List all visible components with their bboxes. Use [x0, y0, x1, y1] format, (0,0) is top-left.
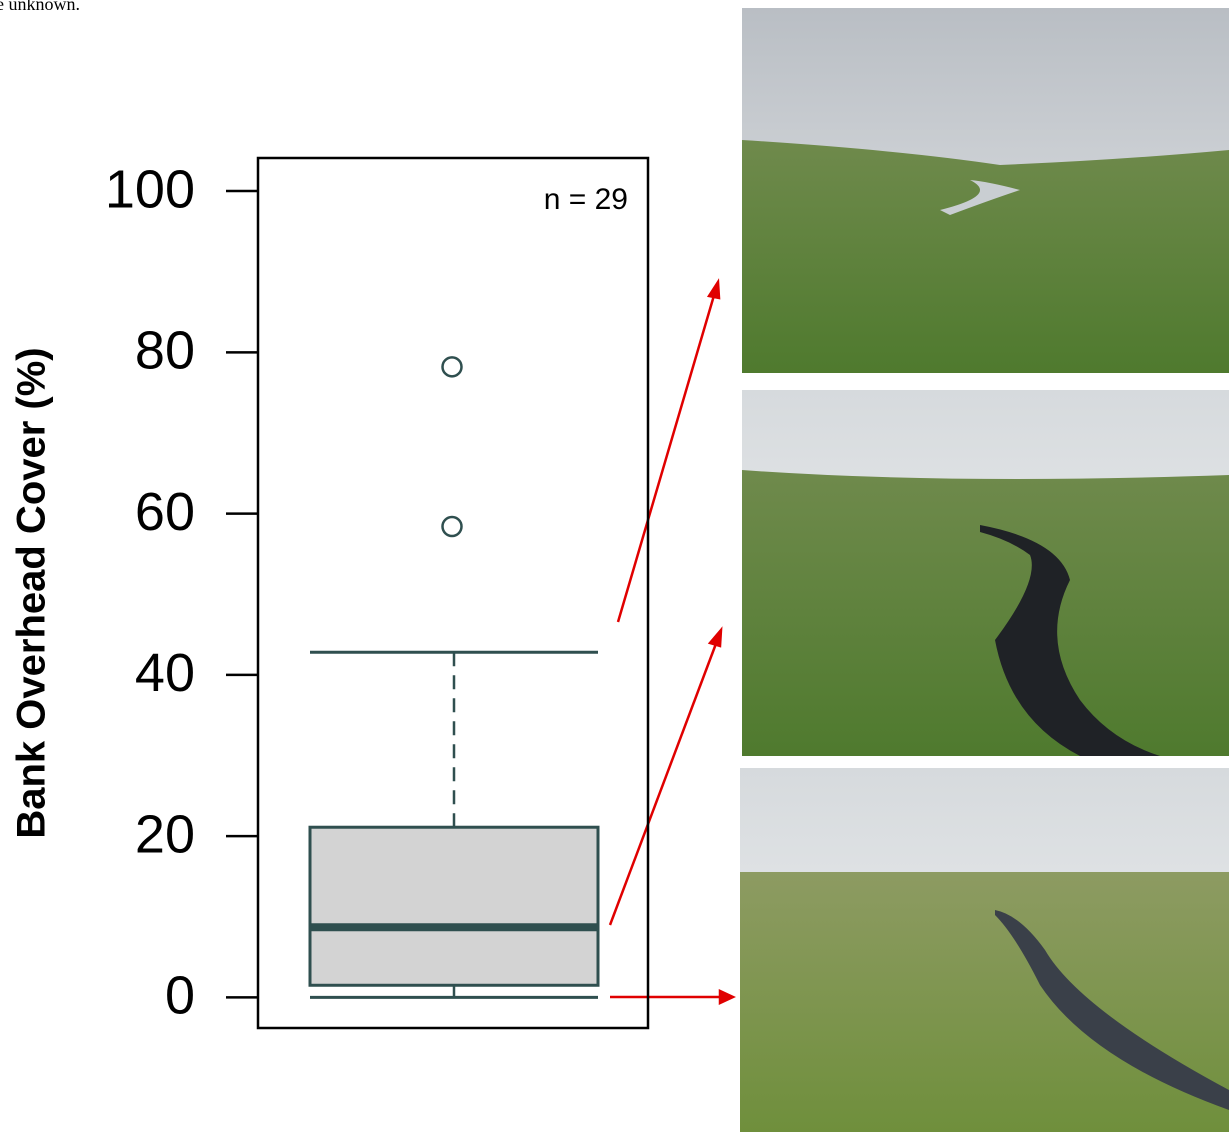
photo-2	[742, 390, 1229, 756]
caption-fragment: e unknown.	[0, 0, 80, 14]
sample-size: n = 29	[544, 183, 628, 216]
box	[310, 827, 598, 985]
y-tick-label: 20	[135, 804, 195, 864]
y-axis-label: Bank Overhead Cover (%)	[10, 347, 54, 838]
outlier	[443, 517, 462, 536]
outlier	[443, 357, 462, 376]
photo-1	[742, 8, 1229, 373]
y-tick-label: 40	[135, 643, 195, 703]
arrows	[610, 282, 733, 1003]
figure: e unknown. Bank Overhead Cover (%) n = 2…	[0, 0, 1229, 1132]
y-tick-label: 60	[135, 482, 195, 542]
y-tick-label: 0	[165, 966, 195, 1026]
y-tick-label: 100	[105, 159, 195, 219]
y-tick-label: 80	[135, 321, 195, 381]
photo-3	[740, 768, 1229, 1132]
